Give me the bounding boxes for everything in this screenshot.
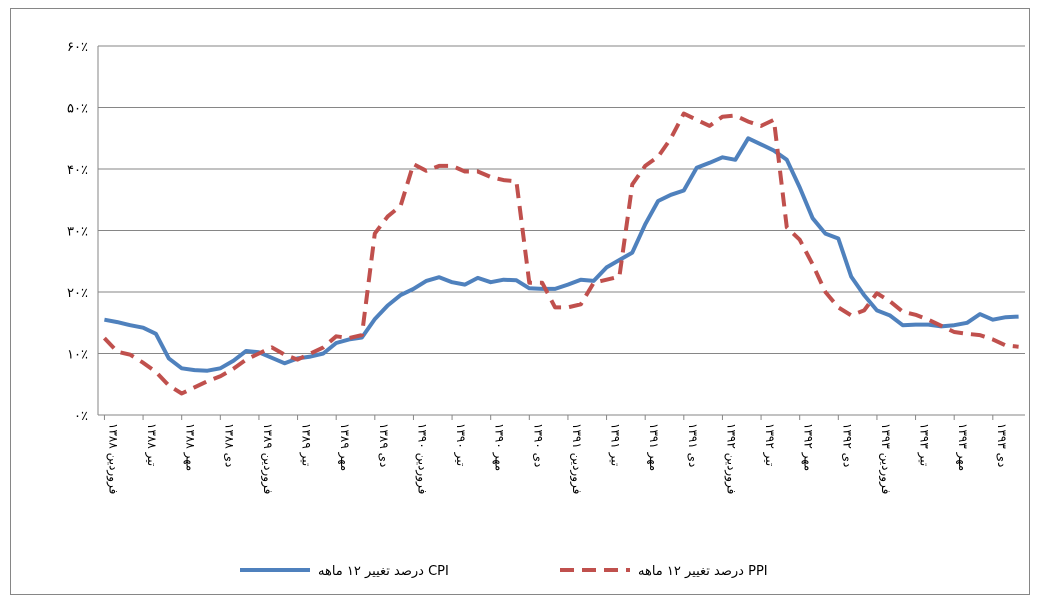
legend-label: درصد تغییر ۱۲ ماهه CPI (318, 564, 449, 579)
x-tick-label: فروردین ۱۳۸۹ (260, 423, 275, 494)
x-tick-label: مهر ۱۳۹۱ (646, 423, 661, 471)
x-tick-label: مهر ۱۳۸۸ (183, 423, 198, 471)
x-tick-label: تیر ۱۳۸۸ (144, 423, 159, 466)
x-tick-label: تیر ۱۳۹۲ (762, 423, 777, 466)
x-tick-label: تیر ۱۳۹۳ (917, 423, 932, 466)
y-tick-label: ۲۰٪ (67, 286, 88, 301)
legend-label: درصد تغییر ۱۲ ماهه PPI (638, 564, 768, 579)
x-tick-label: دی ۱۳۹۳ (995, 423, 1009, 467)
y-tick-label: ۱۰٪ (67, 348, 88, 363)
series-line (102, 111, 1019, 396)
x-tick-label: مهر ۱۳۹۲ (801, 423, 816, 471)
series-line (104, 136, 1019, 373)
x-tick-label: فروردین ۱۳۹۳ (878, 423, 893, 494)
x-tick-label: تیر ۱۳۹۰ (453, 423, 468, 466)
y-tick-label: ۰٪ (74, 409, 88, 424)
y-tick-label: ۶۰٪ (67, 40, 88, 55)
x-tick-label: فروردین ۱۳۹۲ (723, 423, 738, 494)
x-tick-label: دی ۱۳۹۲ (840, 423, 854, 467)
y-tick-label: ۴۰٪ (67, 163, 88, 178)
x-tick-label: مهر ۱۳۸۹ (337, 423, 352, 471)
chart-frame (10, 8, 1030, 595)
x-tick-label: فروردین ۱۳۹۱ (569, 423, 584, 494)
x-tick-label: دی ۱۳۹۱ (686, 423, 700, 467)
y-tick-label: ۳۰٪ (67, 225, 88, 240)
x-tick-label: تیر ۱۳۸۹ (299, 423, 314, 466)
x-tick-label: مهر ۱۳۹۳ (955, 423, 970, 471)
x-tick-label: تیر ۱۳۹۱ (608, 423, 623, 466)
x-tick-label: دی ۱۳۸۹ (377, 423, 391, 467)
x-tick-label: مهر ۱۳۹۰ (492, 423, 507, 471)
x-tick-label: فروردین ۱۳۹۰ (414, 423, 429, 494)
x-tick-label: فروردین ۱۳۸۸ (105, 423, 120, 494)
y-tick-label: ۵۰٪ (67, 102, 88, 117)
x-tick-label: دی ۱۳۸۸ (222, 423, 236, 467)
x-tick-label: دی ۱۳۹۰ (531, 423, 545, 467)
